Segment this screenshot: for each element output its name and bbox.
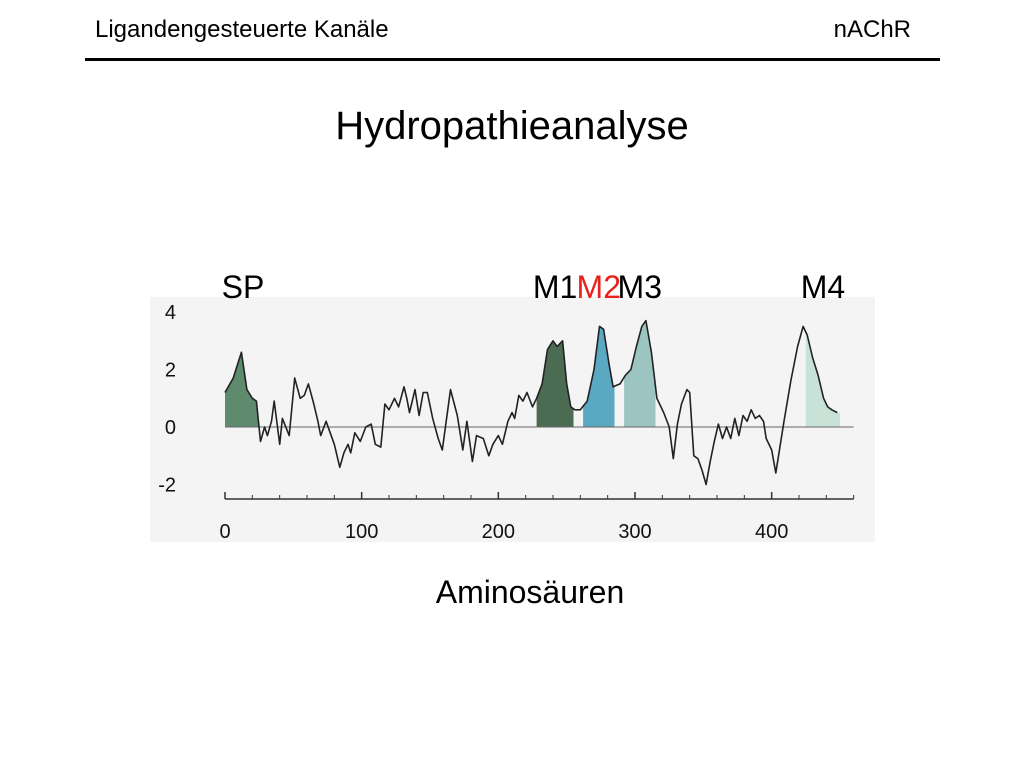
- segment-label-m1: M1: [533, 269, 577, 305]
- y-axis-ticks: 4 2 0 -2: [158, 302, 176, 497]
- hydropathy-chart: 4 2 0 -2 0 100 200 300 400 SP M1 M2 M3 M4: [150, 262, 880, 552]
- x-axis-title: Aminosäuren: [435, 574, 625, 610]
- header-right-title: nAChR: [833, 16, 911, 43]
- x-axis: 0 100 200 300 400: [219, 492, 855, 543]
- segment-label-m2: M2: [577, 269, 621, 305]
- header-left-title: Ligandengesteuerte Kanäle: [95, 16, 389, 43]
- segment-fill-sp: [225, 352, 260, 428]
- y-tick-label: 0: [165, 417, 176, 439]
- plot-background: [150, 297, 875, 542]
- header-divider: [85, 58, 940, 61]
- x-tick-label: 200: [482, 521, 515, 543]
- y-tick-label: 4: [165, 302, 176, 324]
- x-tick-label: 0: [219, 521, 230, 543]
- hydropathy-line: [224, 319, 838, 486]
- segment-label-sp: SP: [222, 269, 265, 305]
- slide-title: Hydropathieanalyse: [335, 104, 689, 148]
- y-tick-label: -2: [158, 475, 176, 497]
- x-tick-label: 400: [755, 521, 788, 543]
- segment-label-m3: M3: [618, 269, 662, 305]
- x-tick-label: 100: [345, 521, 378, 543]
- segment-fill-m3: [624, 320, 656, 427]
- segment-label-m4: M4: [801, 269, 845, 305]
- segment-fill-m4: [805, 332, 840, 427]
- x-tick-label: 300: [618, 521, 651, 543]
- y-tick-label: 2: [165, 360, 176, 382]
